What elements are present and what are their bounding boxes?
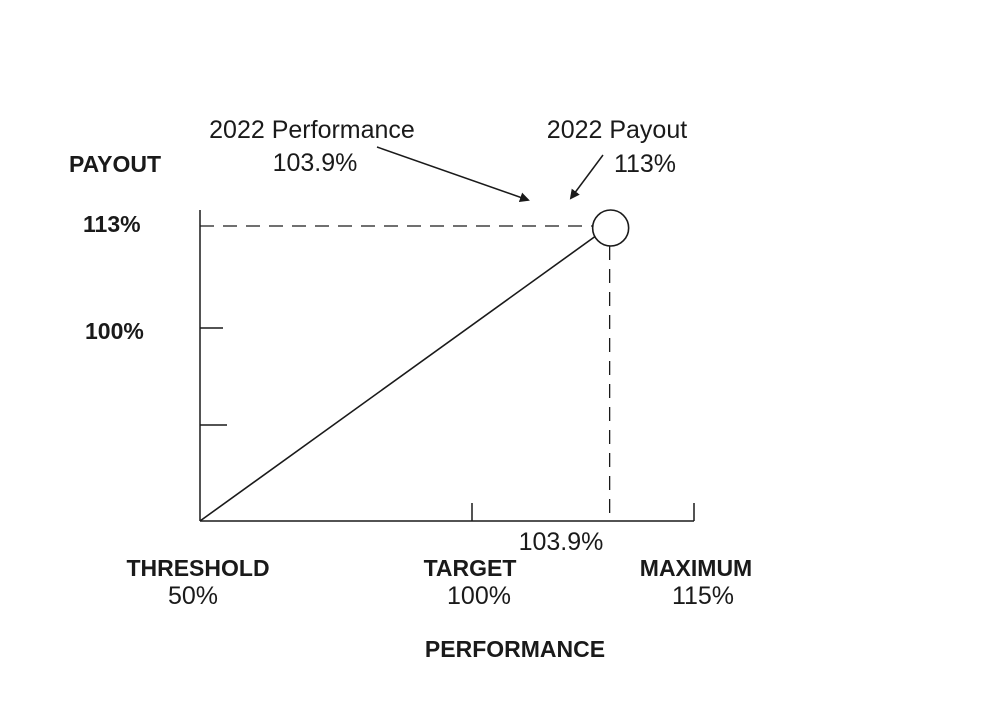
payout-annotation-title: 2022 Payout (547, 116, 687, 144)
payout-annotation-value: 113% (614, 150, 676, 178)
marker-x-label: 103.9% (519, 528, 604, 556)
y-axis-title: PAYOUT (69, 151, 161, 177)
x-tick-name-maximum: MAXIMUM (640, 555, 752, 581)
x-axis-title: PERFORMANCE (425, 636, 605, 662)
performance-annotation-title: 2022 Performance (209, 116, 415, 144)
performance-annotation-value: 103.9% (273, 149, 358, 177)
x-tick-pct-maximum: 115% (672, 582, 734, 610)
x-tick-pct-target: 100% (447, 582, 511, 610)
x-tick-pct-threshold: 50% (168, 582, 218, 610)
x-tick-name-threshold: THRESHOLD (126, 555, 269, 581)
y-tick-label-100: 100% (85, 318, 144, 344)
performance-arrow (376, 146, 530, 203)
y-tick-label-113: 113% (83, 211, 141, 237)
payout-curve-line (199, 235, 596, 522)
result-marker (591, 209, 630, 247)
payout-arrow (569, 154, 604, 200)
x-tick-name-target: TARGET (424, 555, 517, 581)
